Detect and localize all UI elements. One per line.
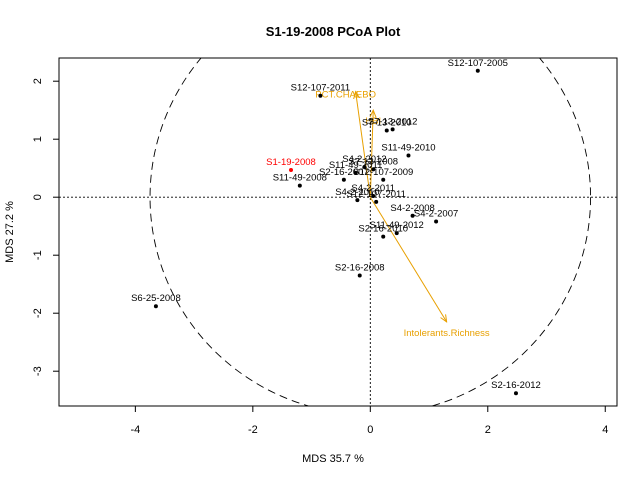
point-label: S7-13-2008 [348,156,398,167]
chart-title: S1-19-2008 PCoA Plot [266,24,401,39]
x-tick-label: -4 [130,424,140,436]
point-label: S4-2-2007 [414,209,458,220]
point-label: S1-19-2008 [266,157,316,168]
data-point [318,93,323,98]
point-layer: S1-19-2008 S12-107-2005 S12-107-2011 S7-13-… [131,58,541,396]
plot-area-frame [58,57,618,407]
data-point [390,127,395,132]
point-label: S11-49-2008 [273,173,327,184]
point-label: S11-49-2012 [370,220,424,231]
vector-label: PCT.CHAEBO [315,90,376,101]
y-tick-label: -3 [32,366,44,376]
point-label: S2-16-2007 [319,167,369,178]
x-axis-title: MDS 35.7 % [302,453,364,465]
y-tick-label: 1 [32,136,44,142]
data-point [394,231,399,236]
point-label: S7-13-2010 [362,118,412,129]
y-axis-title: MDS 27.2 % [4,201,16,263]
point-label: S4-2-2012 [342,154,386,165]
point-label: S4-2-2010 [335,187,379,198]
data-point [355,198,360,203]
vector-layer: PCT.CHAEBO HBI Intolerants.Richness [315,90,490,339]
point-label: S2-16-2012 [491,380,541,391]
point-label: S4-2-2011 [351,183,395,194]
y-tick-label: -2 [32,308,44,318]
data-point [371,194,376,199]
x-axis: -4 -2 0 2 4 [130,406,608,436]
point-label: S12-107-2009 [353,167,413,178]
data-point [353,170,358,175]
data-point [513,391,518,396]
point-label: S2-16-2010 [358,224,408,235]
vector-arrow [370,110,373,198]
point-label: S12-107-2011 [291,83,351,94]
data-point [406,153,411,158]
vector-arrow [356,92,371,198]
x-tick-label: 4 [602,424,608,436]
vector-label: HBI [365,116,381,127]
x-tick-label: 0 [367,424,373,436]
data-point [384,128,389,133]
data-point [434,219,439,224]
data-point [410,213,415,218]
point-label: S12-107-2011 [346,189,406,200]
data-point [297,183,302,188]
point-label: S7-13-2012 [368,116,418,127]
data-point [381,177,386,182]
point-label: S6-25-2008 [131,293,181,304]
data-point [475,68,480,73]
point-label: S2-16-2008 [335,263,385,274]
vector-label: Intolerants.Richness [404,328,490,339]
data-point [371,167,376,172]
data-point [374,199,379,204]
point-label: S11-49-2011 [329,160,383,171]
y-tick-label: -1 [32,250,44,260]
data-point [153,304,158,309]
vector-arrow [369,196,446,322]
data-point [381,234,386,239]
x-tick-label: 2 [485,424,491,436]
y-tick-label: 2 [32,78,44,84]
data-point [362,165,367,170]
data-point [357,273,362,278]
y-tick-label: 0 [32,194,44,200]
data-point [289,167,294,172]
x-tick-label: -2 [248,424,258,436]
data-point [341,177,346,182]
y-axis: -3 -2 -1 0 1 2 [32,78,59,376]
point-label: S11-49-2010 [381,142,435,153]
point-label: S4-2-2008 [390,203,434,214]
point-label: S12-107-2005 [448,58,508,69]
